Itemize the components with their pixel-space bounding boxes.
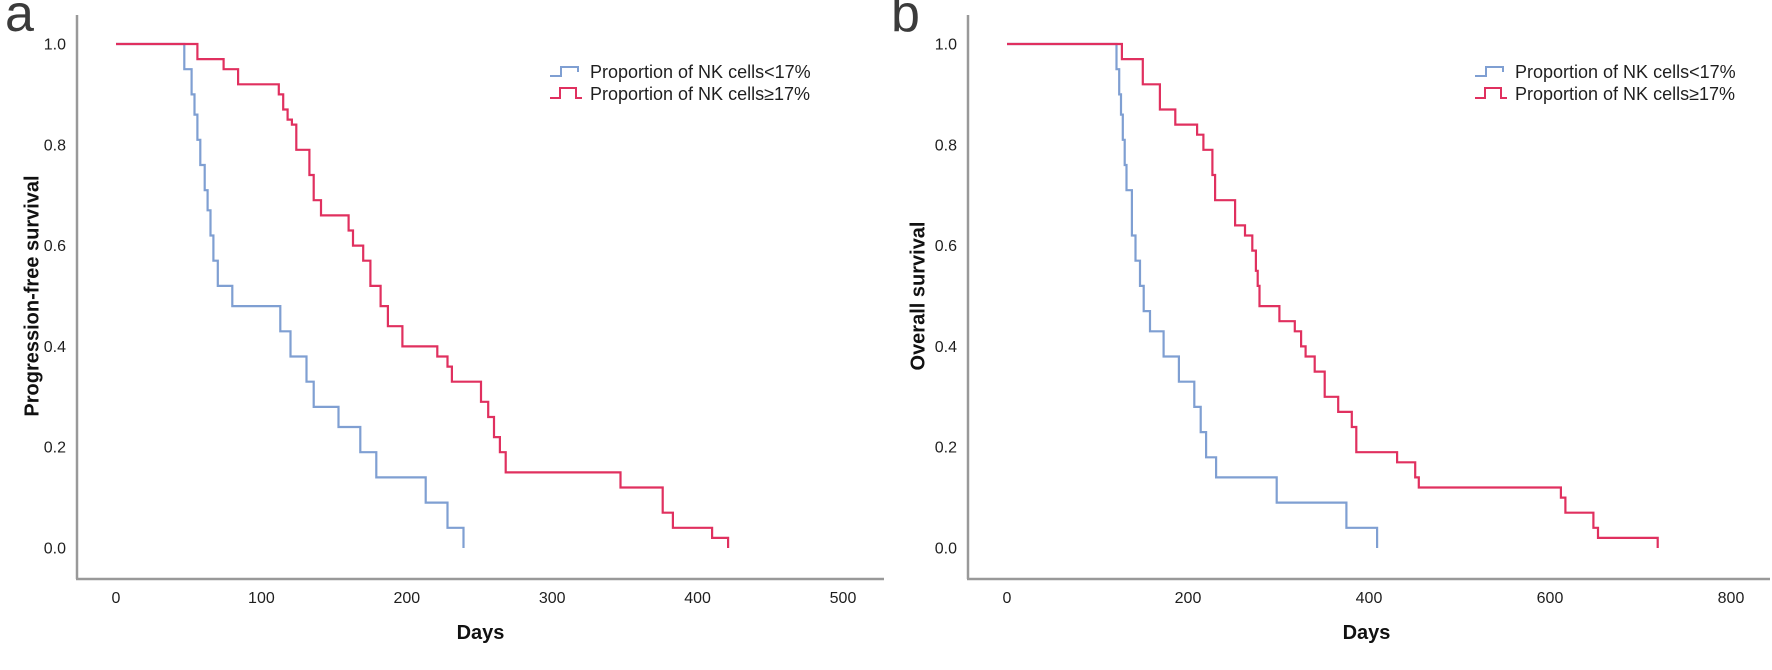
y-tick-label: 0.8 <box>935 137 957 154</box>
y-tick-label: 0.0 <box>44 541 66 558</box>
x-tick-label: 800 <box>1718 590 1745 607</box>
y-tick-label: 0.4 <box>935 339 957 356</box>
panel-b-x-axis-title: Days <box>1342 622 1391 644</box>
survival-curve-nk-low <box>116 42 465 548</box>
legend-label: Proportion of NK cells<17% <box>590 62 811 82</box>
y-tick-label: 0.0 <box>935 541 957 558</box>
legend-step-marker <box>1475 87 1507 99</box>
y-tick-label: 0.8 <box>44 137 66 154</box>
legend-label: Proportion of NK cells≥17% <box>590 84 810 104</box>
x-tick-label: 300 <box>539 590 566 607</box>
legend-entry: Proportion of NK cells≥17% <box>1475 84 1735 104</box>
y-tick-label: 0.4 <box>44 339 66 356</box>
panel-b-letter: b <box>891 0 920 43</box>
legend-step-marker <box>550 87 582 99</box>
survival-curve-nk-high <box>116 42 730 548</box>
survival-curve-nk-high <box>1007 42 1659 548</box>
x-tick-label: 500 <box>830 590 857 607</box>
panel-b-plot-area: 1.0 0.8 0.6 0.4 0.2 0.0 0 200 400 600 800 Proportio… <box>935 15 1770 607</box>
panel-a-plot-area: 1.0 0.8 0.6 0.4 0.2 0.0 0 100 200 300 400 500 Propor… <box>44 15 884 607</box>
y-tick-label: 0.2 <box>935 440 957 457</box>
legend-entry: Proportion of NK cells≥17% <box>550 84 810 104</box>
x-tick-label: 400 <box>684 590 711 607</box>
survival-curve-nk-low <box>1007 42 1379 548</box>
legend-step-marker <box>550 66 579 77</box>
legend-step-marker <box>1475 66 1504 77</box>
y-tick-label: 1.0 <box>935 37 957 54</box>
x-tick-label: 0 <box>1003 590 1012 607</box>
panel-a-letter: a <box>5 0 34 43</box>
x-tick-label: 200 <box>1175 590 1202 607</box>
x-tick-label: 600 <box>1537 590 1564 607</box>
legend-entry: Proportion of NK cells<17% <box>1475 62 1736 82</box>
panel-b: b Overall survival 1.0 0.8 0.6 0.4 0.2 0.0 0 20… <box>886 0 1772 670</box>
panel-a-x-axis-title: Days <box>456 622 505 644</box>
x-tick-label: 0 <box>112 590 121 607</box>
panel-a: a Progression-free survival 1.0 0.8 0.6 0.4… <box>5 0 884 644</box>
y-tick-label: 0.6 <box>935 238 957 255</box>
y-tick-label: 0.6 <box>44 238 66 255</box>
y-tick-label: 0.2 <box>44 440 66 457</box>
y-tick-label: 1.0 <box>44 37 66 54</box>
x-tick-label: 200 <box>393 590 420 607</box>
x-tick-label: 100 <box>248 590 275 607</box>
x-tick-label: 400 <box>1356 590 1383 607</box>
legend-label: Proportion of NK cells<17% <box>1515 62 1736 82</box>
legend-label: Proportion of NK cells≥17% <box>1515 84 1735 104</box>
legend-entry: Proportion of NK cells<17% <box>550 62 811 82</box>
